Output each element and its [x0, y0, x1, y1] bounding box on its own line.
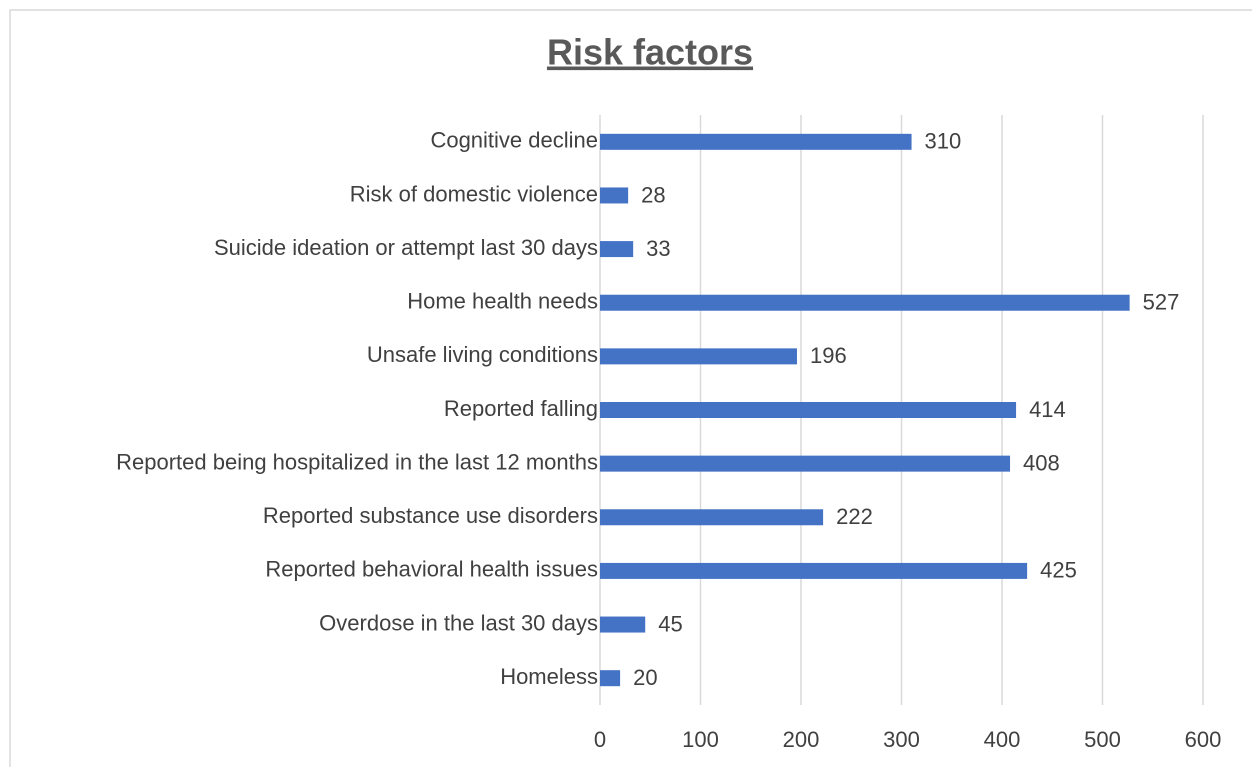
y-tick-label: Home health needs	[407, 289, 598, 314]
bar	[600, 670, 621, 687]
y-tick-label: Reported behavioral health issues	[265, 557, 598, 582]
value-label: 45	[658, 611, 682, 636]
x-tick-label: 400	[984, 727, 1021, 752]
value-label: 425	[1040, 558, 1077, 583]
y-tick-label: Unsafe living conditions	[367, 342, 598, 367]
bar	[600, 348, 797, 365]
bar	[600, 509, 824, 526]
x-tick-label: 300	[883, 727, 920, 752]
value-label: 196	[810, 343, 847, 368]
value-label: 28	[641, 182, 665, 207]
chart-frame	[9, 9, 1252, 767]
bar	[600, 562, 1028, 579]
x-tick-label: 0	[594, 727, 606, 752]
bar	[600, 455, 1011, 472]
bar	[600, 241, 634, 258]
bar	[600, 616, 646, 633]
y-tick-label: Suicide ideation or attempt last 30 days	[214, 235, 598, 260]
value-label: 33	[646, 236, 670, 261]
bar	[600, 402, 1017, 418]
value-label: 20	[633, 665, 657, 690]
y-tick-label: Homeless	[500, 664, 598, 689]
bar	[600, 187, 629, 204]
value-label: 414	[1029, 397, 1066, 422]
value-label: 527	[1143, 290, 1180, 315]
chart-title: Risk factors	[547, 32, 753, 73]
x-tick-label: 600	[1185, 727, 1222, 752]
bar	[600, 294, 1130, 311]
y-tick-label: Risk of domestic violence	[350, 181, 598, 206]
y-tick-label: Cognitive decline	[430, 128, 598, 153]
value-label: 408	[1023, 450, 1060, 475]
value-label: 310	[925, 129, 962, 154]
y-tick-label: Reported substance use disorders	[263, 503, 598, 528]
x-tick-label: 200	[783, 727, 820, 752]
bar	[600, 133, 912, 150]
y-tick-label: Overdose in the last 30 days	[319, 610, 598, 635]
x-tick-label: 500	[1084, 727, 1121, 752]
value-label: 222	[836, 504, 873, 529]
x-tick-label: 100	[682, 727, 719, 752]
y-tick-label: Reported being hospitalized in the last …	[116, 449, 598, 474]
y-tick-label: Reported falling	[444, 396, 598, 421]
